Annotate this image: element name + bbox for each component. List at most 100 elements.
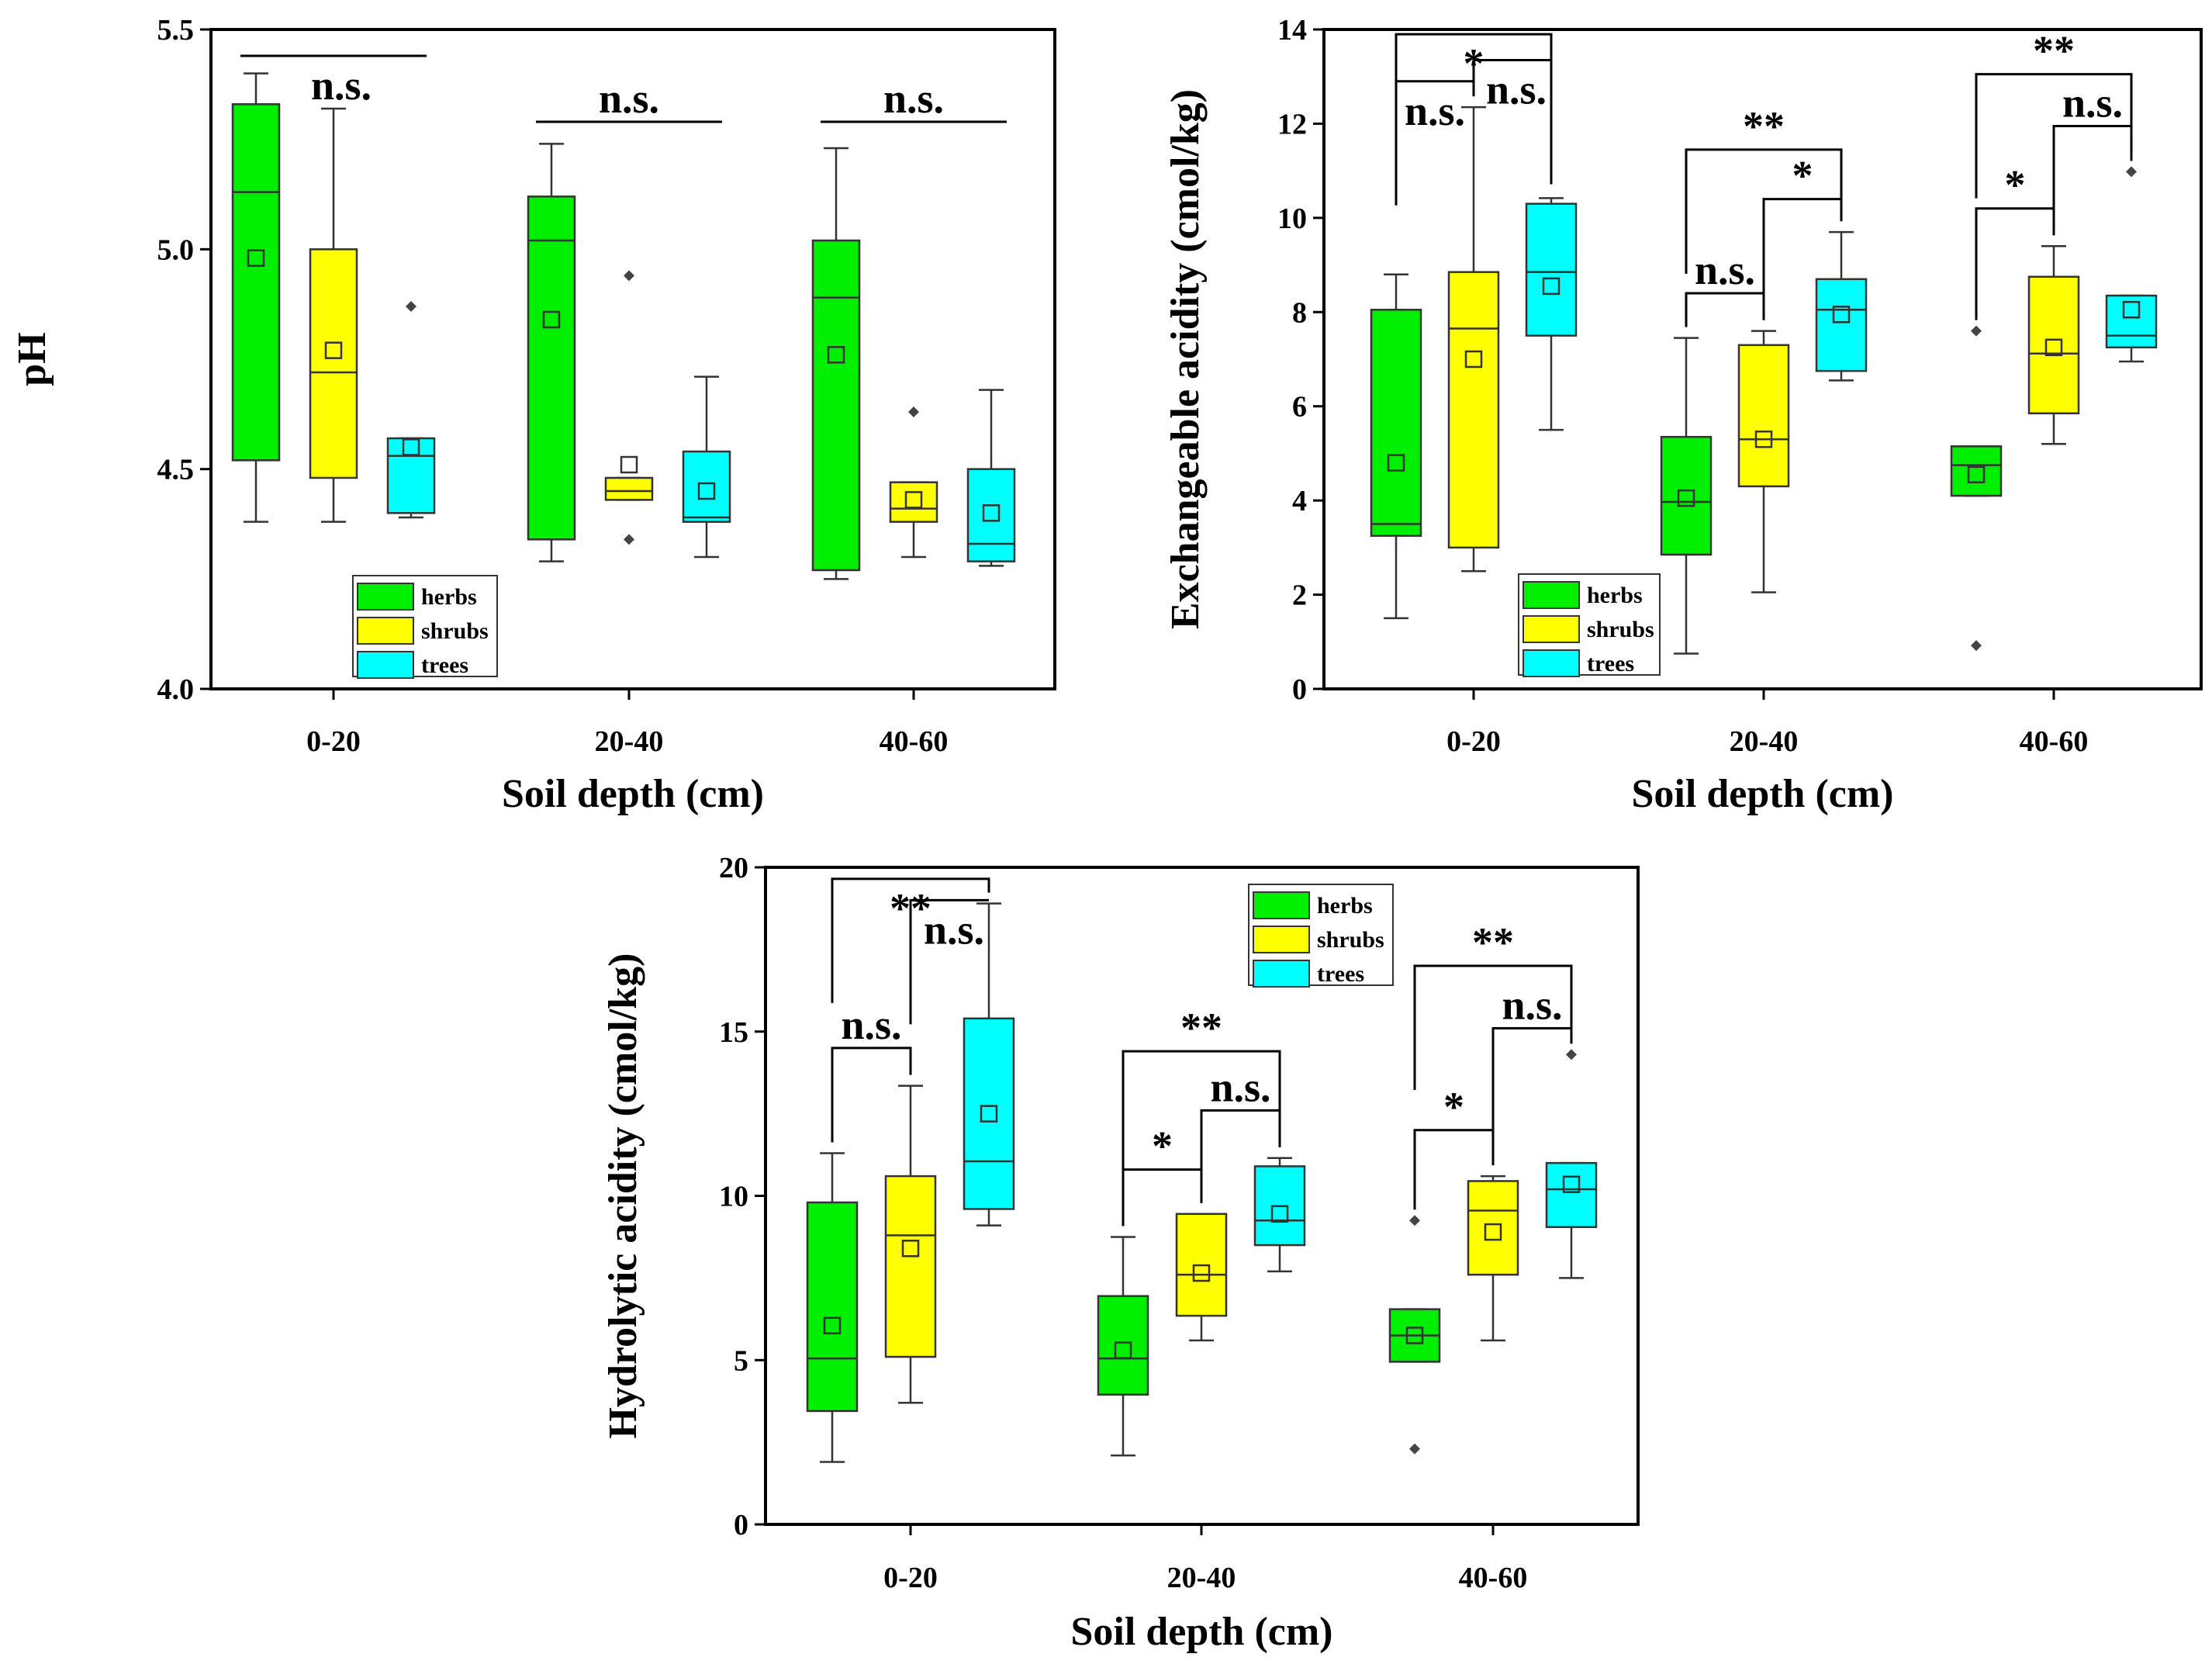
box-herbs-20-40 bbox=[1660, 337, 1713, 655]
mean-marker bbox=[1562, 1175, 1581, 1193]
legend-label-trees: trees bbox=[1587, 651, 1634, 676]
legend-swatch-shrubs bbox=[357, 617, 414, 645]
box-rect bbox=[1525, 202, 1578, 337]
mean-marker bbox=[2044, 338, 2063, 357]
significance-label: ** bbox=[890, 885, 931, 932]
box-rect bbox=[811, 239, 861, 572]
y-tick-label: 10 bbox=[719, 1181, 748, 1213]
outlier-point bbox=[1971, 640, 1982, 652]
y-tick-label: 8 bbox=[1292, 296, 1307, 329]
significance-annotation: n.s. bbox=[240, 54, 427, 109]
significance-label: n.s. bbox=[1486, 66, 1547, 112]
mean-marker bbox=[1542, 277, 1560, 296]
mean-marker bbox=[980, 1105, 998, 1123]
significance-label: n.s. bbox=[1405, 88, 1465, 134]
outlier-point bbox=[1971, 325, 1982, 337]
box-rect bbox=[1815, 278, 1868, 372]
legend-swatch-trees bbox=[357, 651, 414, 679]
y-tick-label: 15 bbox=[719, 1016, 748, 1049]
legend-swatch-herbs bbox=[1522, 581, 1580, 609]
significance-bracket bbox=[1413, 964, 1573, 1091]
outlier-point bbox=[1409, 1215, 1420, 1226]
significance-annotation: n.s. bbox=[831, 1002, 912, 1143]
y-tick-label: 4 bbox=[1292, 485, 1307, 517]
mean-marker bbox=[901, 1240, 920, 1258]
box-rect bbox=[2105, 294, 2158, 349]
mean-marker bbox=[1387, 454, 1405, 472]
box-trees-0-20 bbox=[386, 301, 436, 519]
x-tick-label: 0-20 bbox=[306, 725, 361, 758]
mean-marker bbox=[697, 482, 716, 500]
box-rect bbox=[309, 248, 358, 479]
box-shrubs-20-40 bbox=[1737, 330, 1790, 593]
box-trees-40-60 bbox=[966, 389, 1016, 567]
y-tick-label: 20 bbox=[719, 852, 748, 884]
significance-label: * bbox=[1464, 40, 1484, 87]
box-trees-20-40 bbox=[1815, 230, 1868, 382]
mean-marker bbox=[402, 438, 420, 456]
significance-bracket bbox=[1395, 33, 1553, 159]
significance-annotation: ** bbox=[1122, 1005, 1281, 1176]
legend-swatch-trees bbox=[1253, 960, 1310, 988]
box-rect bbox=[604, 476, 654, 501]
outlier-point bbox=[1566, 1049, 1577, 1060]
box-herbs-0-20 bbox=[806, 1152, 859, 1463]
box-herbs-20-40 bbox=[1097, 1236, 1149, 1457]
significance-annotation: n.s. bbox=[536, 75, 722, 123]
mean-marker bbox=[1192, 1264, 1211, 1282]
box-rect bbox=[884, 1175, 937, 1358]
y-axis-title: Hydrolytic acidity (cmol/kg) bbox=[601, 953, 645, 1439]
significance-label: ** bbox=[1472, 919, 1514, 966]
box-trees-0-20 bbox=[963, 902, 1015, 1226]
box-trees-0-20 bbox=[1525, 197, 1578, 431]
x-tick-label: 20-40 bbox=[595, 725, 664, 758]
box-rect bbox=[963, 1017, 1015, 1210]
mean-marker bbox=[247, 249, 265, 267]
significance-bracket bbox=[831, 1047, 912, 1143]
significance-label: n.s. bbox=[2062, 79, 2123, 126]
box-shrubs-40-60 bbox=[2027, 245, 2080, 445]
significance-label: ** bbox=[1180, 1005, 1222, 1051]
significance-bracket bbox=[2052, 124, 2133, 236]
mean-marker bbox=[823, 1316, 842, 1335]
legend-swatch-herbs bbox=[1253, 891, 1310, 919]
outlier-point bbox=[406, 301, 416, 312]
significance-annotation: ** bbox=[1975, 28, 2133, 199]
significance-annotation: * bbox=[1395, 33, 1553, 159]
box-rect bbox=[1737, 344, 1790, 488]
box-rect bbox=[1447, 271, 1500, 549]
y-tick-label: 5 bbox=[734, 1344, 748, 1377]
legend-label-herbs: herbs bbox=[1317, 893, 1373, 919]
chart-ea: 0 2 4 6 8 10 12 14 0-20 20-40 40-60 Soil depth (cm)… bbox=[1163, 14, 2203, 816]
mean-marker bbox=[1967, 465, 1986, 483]
mean-marker bbox=[542, 310, 561, 329]
chart-ha: 0 5 10 15 20 0-20 20-40 40-60 Soil depth (cm) Hyd… bbox=[601, 852, 1640, 1654]
y-axis-title: pH bbox=[10, 332, 54, 386]
significance-label: n.s. bbox=[924, 906, 984, 953]
box-rect bbox=[386, 437, 436, 514]
mean-marker bbox=[827, 346, 845, 364]
box-trees-40-60 bbox=[1545, 1049, 1598, 1279]
significance-label: ** bbox=[1743, 103, 1785, 150]
y-tick-label: 12 bbox=[1277, 108, 1307, 140]
significance-bracket bbox=[1975, 73, 2133, 199]
plot-frame bbox=[209, 28, 1056, 690]
box-herbs-40-60 bbox=[1950, 325, 2003, 652]
significance-annotation: ** bbox=[1413, 919, 1573, 1091]
significance-annotation: ** bbox=[1685, 103, 1843, 274]
significance-annotation: n.s. bbox=[2052, 79, 2133, 236]
legend: herbs shrubs trees bbox=[1518, 573, 1661, 677]
box-shrubs-0-20 bbox=[1447, 106, 1500, 573]
legend-label-trees: trees bbox=[421, 652, 468, 678]
box-rect bbox=[682, 450, 731, 523]
significance-label: n.s. bbox=[1695, 247, 1755, 293]
box-rect bbox=[2027, 275, 2080, 415]
significance-annotation: n.s. bbox=[1395, 80, 1475, 206]
mean-marker bbox=[1832, 306, 1851, 323]
legend-label-herbs: herbs bbox=[1587, 583, 1643, 608]
box-rect bbox=[1950, 445, 2003, 497]
box-trees-20-40 bbox=[682, 375, 731, 559]
legend-swatch-shrubs bbox=[1253, 925, 1310, 953]
y-tick-label: 4.0 bbox=[157, 673, 195, 706]
legend-label-shrubs: shrubs bbox=[421, 618, 489, 644]
